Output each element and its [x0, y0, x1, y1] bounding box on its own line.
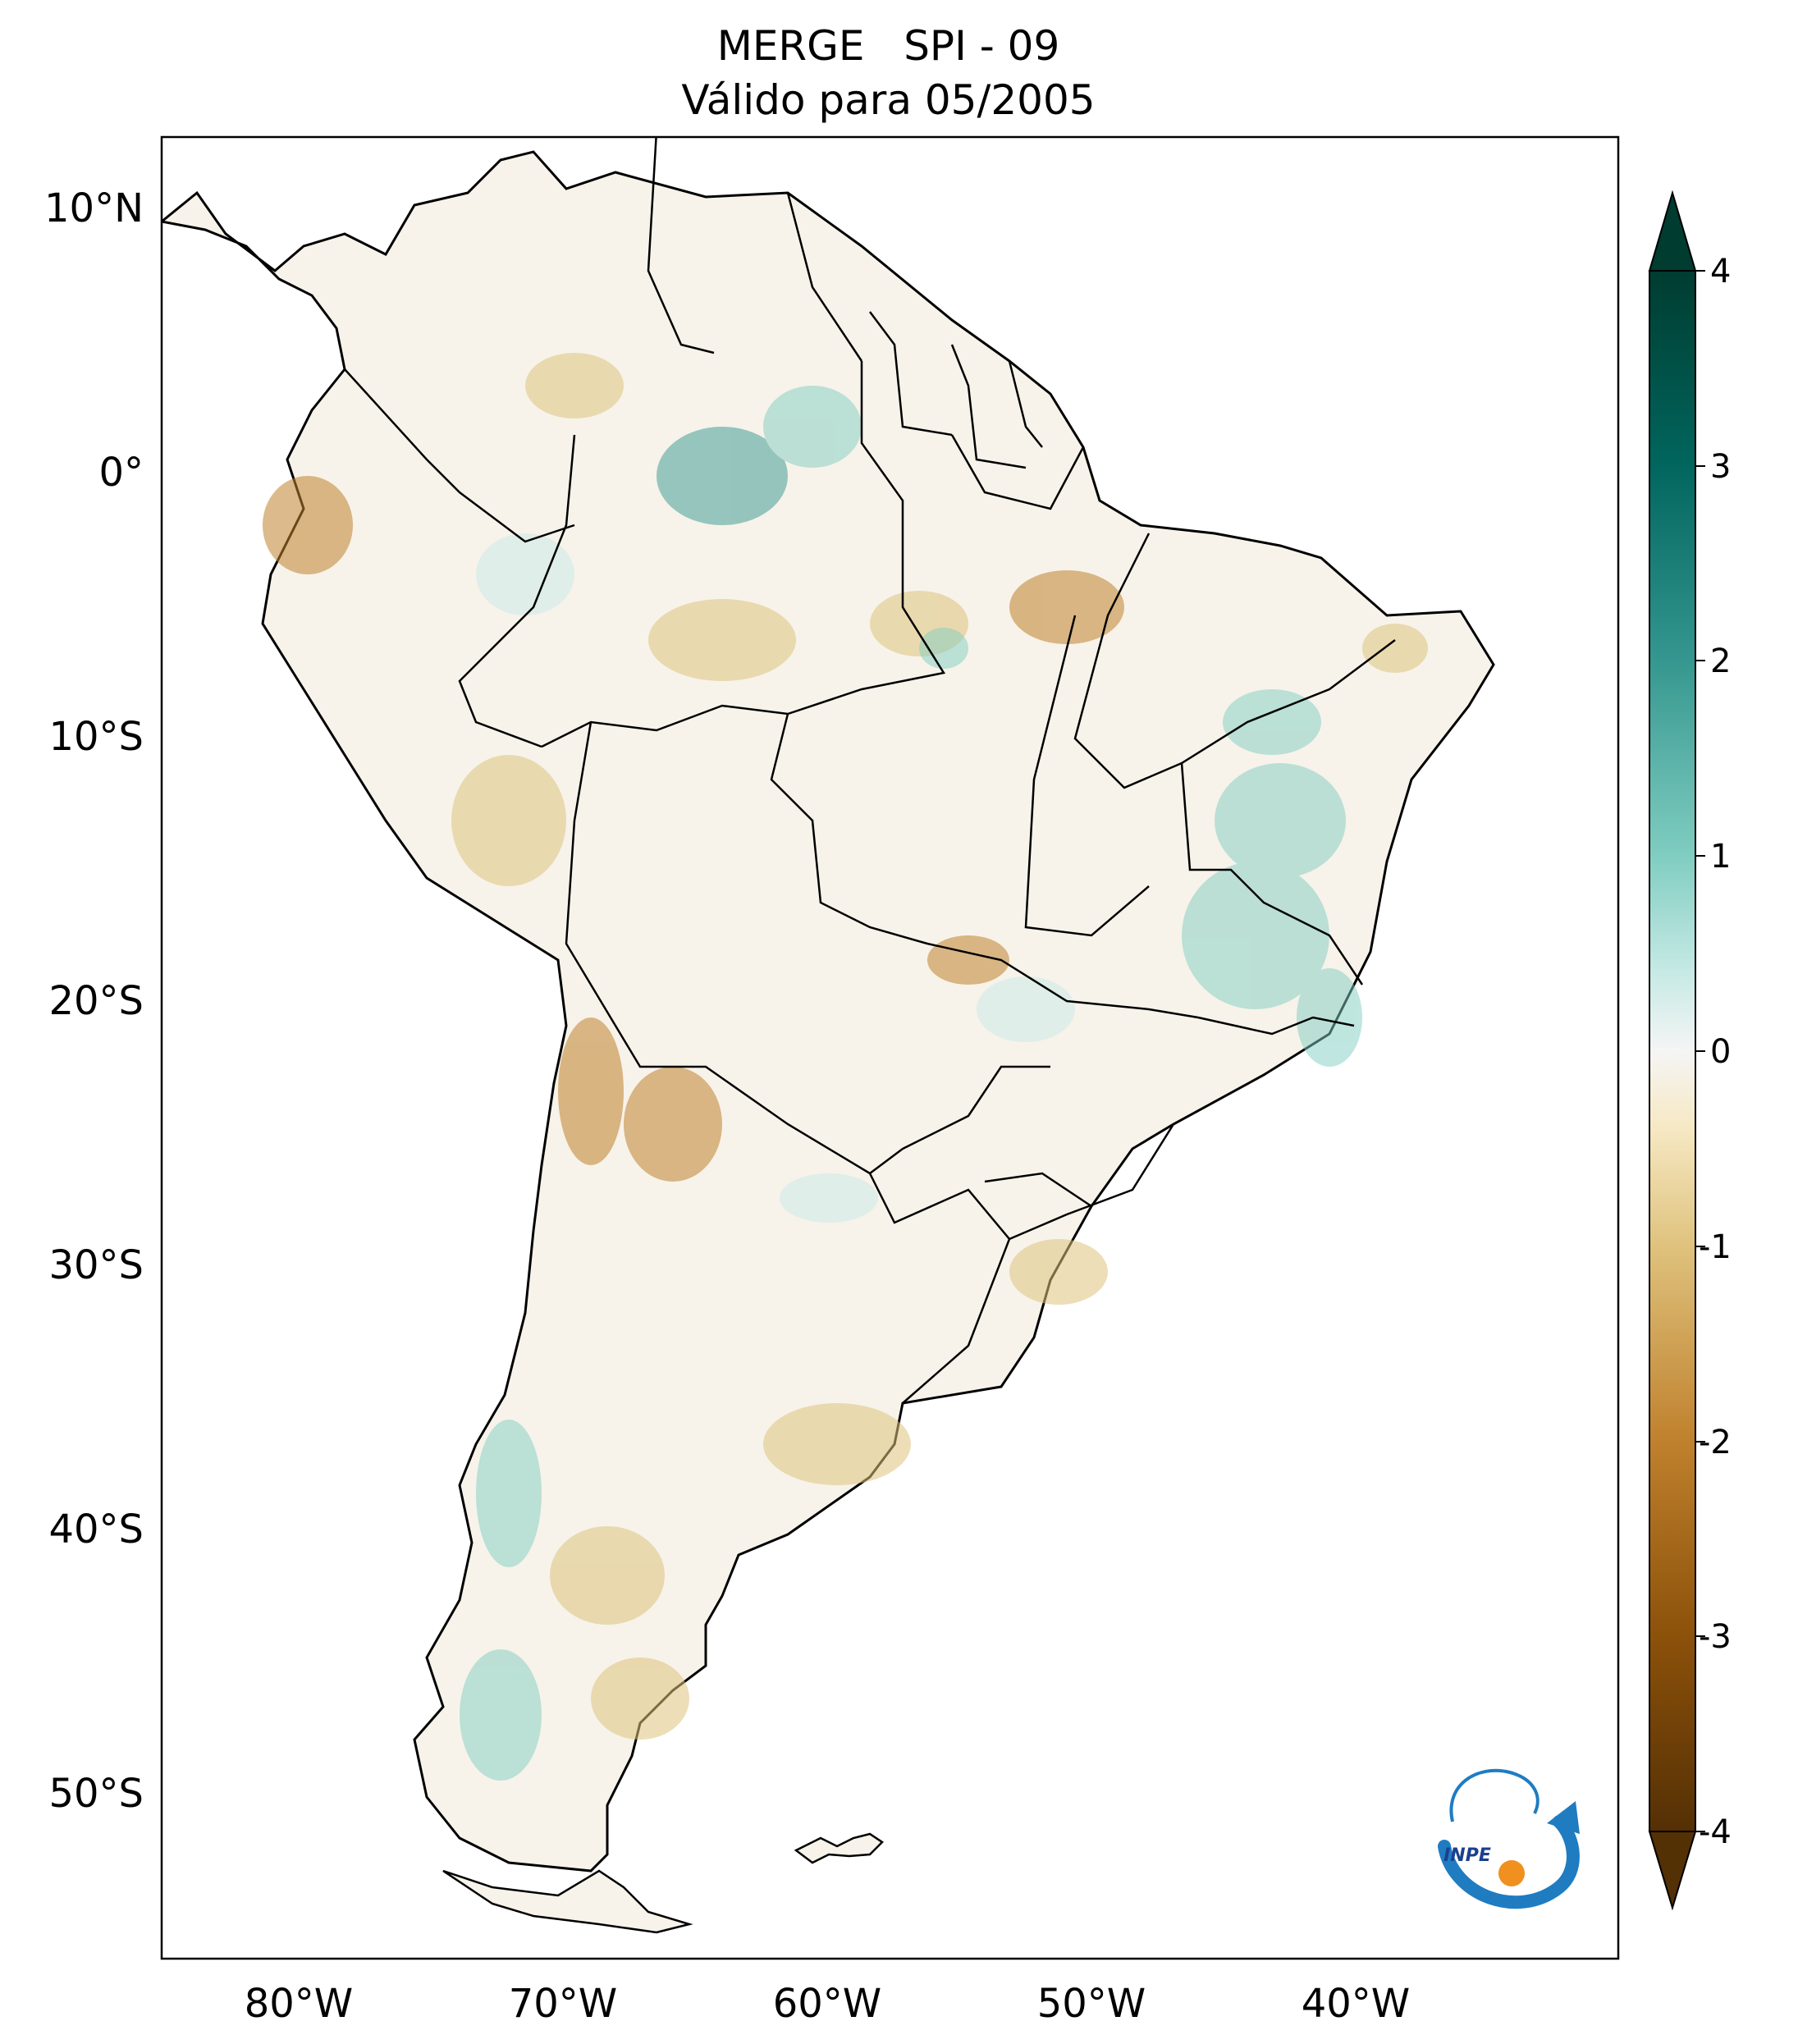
lat-label-0: 0°: [98, 450, 144, 496]
colorbar-tick-1: 1: [1710, 838, 1731, 876]
lon-label-40w: 40°W: [1302, 1981, 1411, 2027]
colorbar-min-extend: [1648, 1831, 1697, 1911]
lon-label-70w: 70°W: [509, 1981, 618, 2027]
inpe-logo-text: INPE: [1443, 1845, 1491, 1866]
falkland-islands: [794, 1832, 884, 1864]
colorbar-tick-neg4: -4: [1699, 1813, 1732, 1851]
spi-field: [162, 137, 1495, 1934]
lat-label-20s: 20°S: [48, 978, 144, 1024]
inpe-logo: INPE: [1438, 1768, 1580, 1909]
tierra-del-fuego: [442, 1869, 693, 1934]
lon-label-60w: 60°W: [773, 1981, 882, 2027]
colorbar-max-extend: [1648, 190, 1697, 272]
colorbar-gradient: [1649, 270, 1696, 1832]
wet-anomalies: [460, 386, 1362, 1781]
colorbar: 4 3 2 1 0 -1 -2 -3 -4: [1648, 190, 1732, 1911]
colorbar-tick-neg3: -3: [1699, 1618, 1732, 1656]
colorbar-tick-0: 0: [1710, 1033, 1731, 1071]
colorbar-tick-neg1: -1: [1699, 1228, 1732, 1266]
lon-label-80w: 80°W: [245, 1981, 354, 2027]
lon-label-50w: 50°W: [1037, 1981, 1146, 2027]
lat-label-10s: 10°S: [48, 714, 144, 760]
map-title: MERGE SPI - 09: [716, 22, 1060, 70]
country-borders: [344, 137, 1396, 1404]
colorbar-tick-3: 3: [1710, 448, 1731, 486]
lat-label-10n: 10°N: [44, 185, 144, 231]
dry-anomalies: [263, 353, 1428, 1740]
colorbar-tick-2: 2: [1710, 642, 1731, 680]
map-subtitle: Válido para 05/2005: [681, 76, 1096, 124]
lat-label-30s: 30°S: [48, 1242, 144, 1288]
colorbar-tick-neg2: -2: [1699, 1424, 1732, 1461]
lat-label-40s: 40°S: [48, 1507, 144, 1552]
lat-label-50s: 50°S: [48, 1771, 144, 1817]
colorbar-tick-4: 4: [1710, 253, 1731, 290]
colorbar-ticks: [1695, 270, 1705, 1832]
